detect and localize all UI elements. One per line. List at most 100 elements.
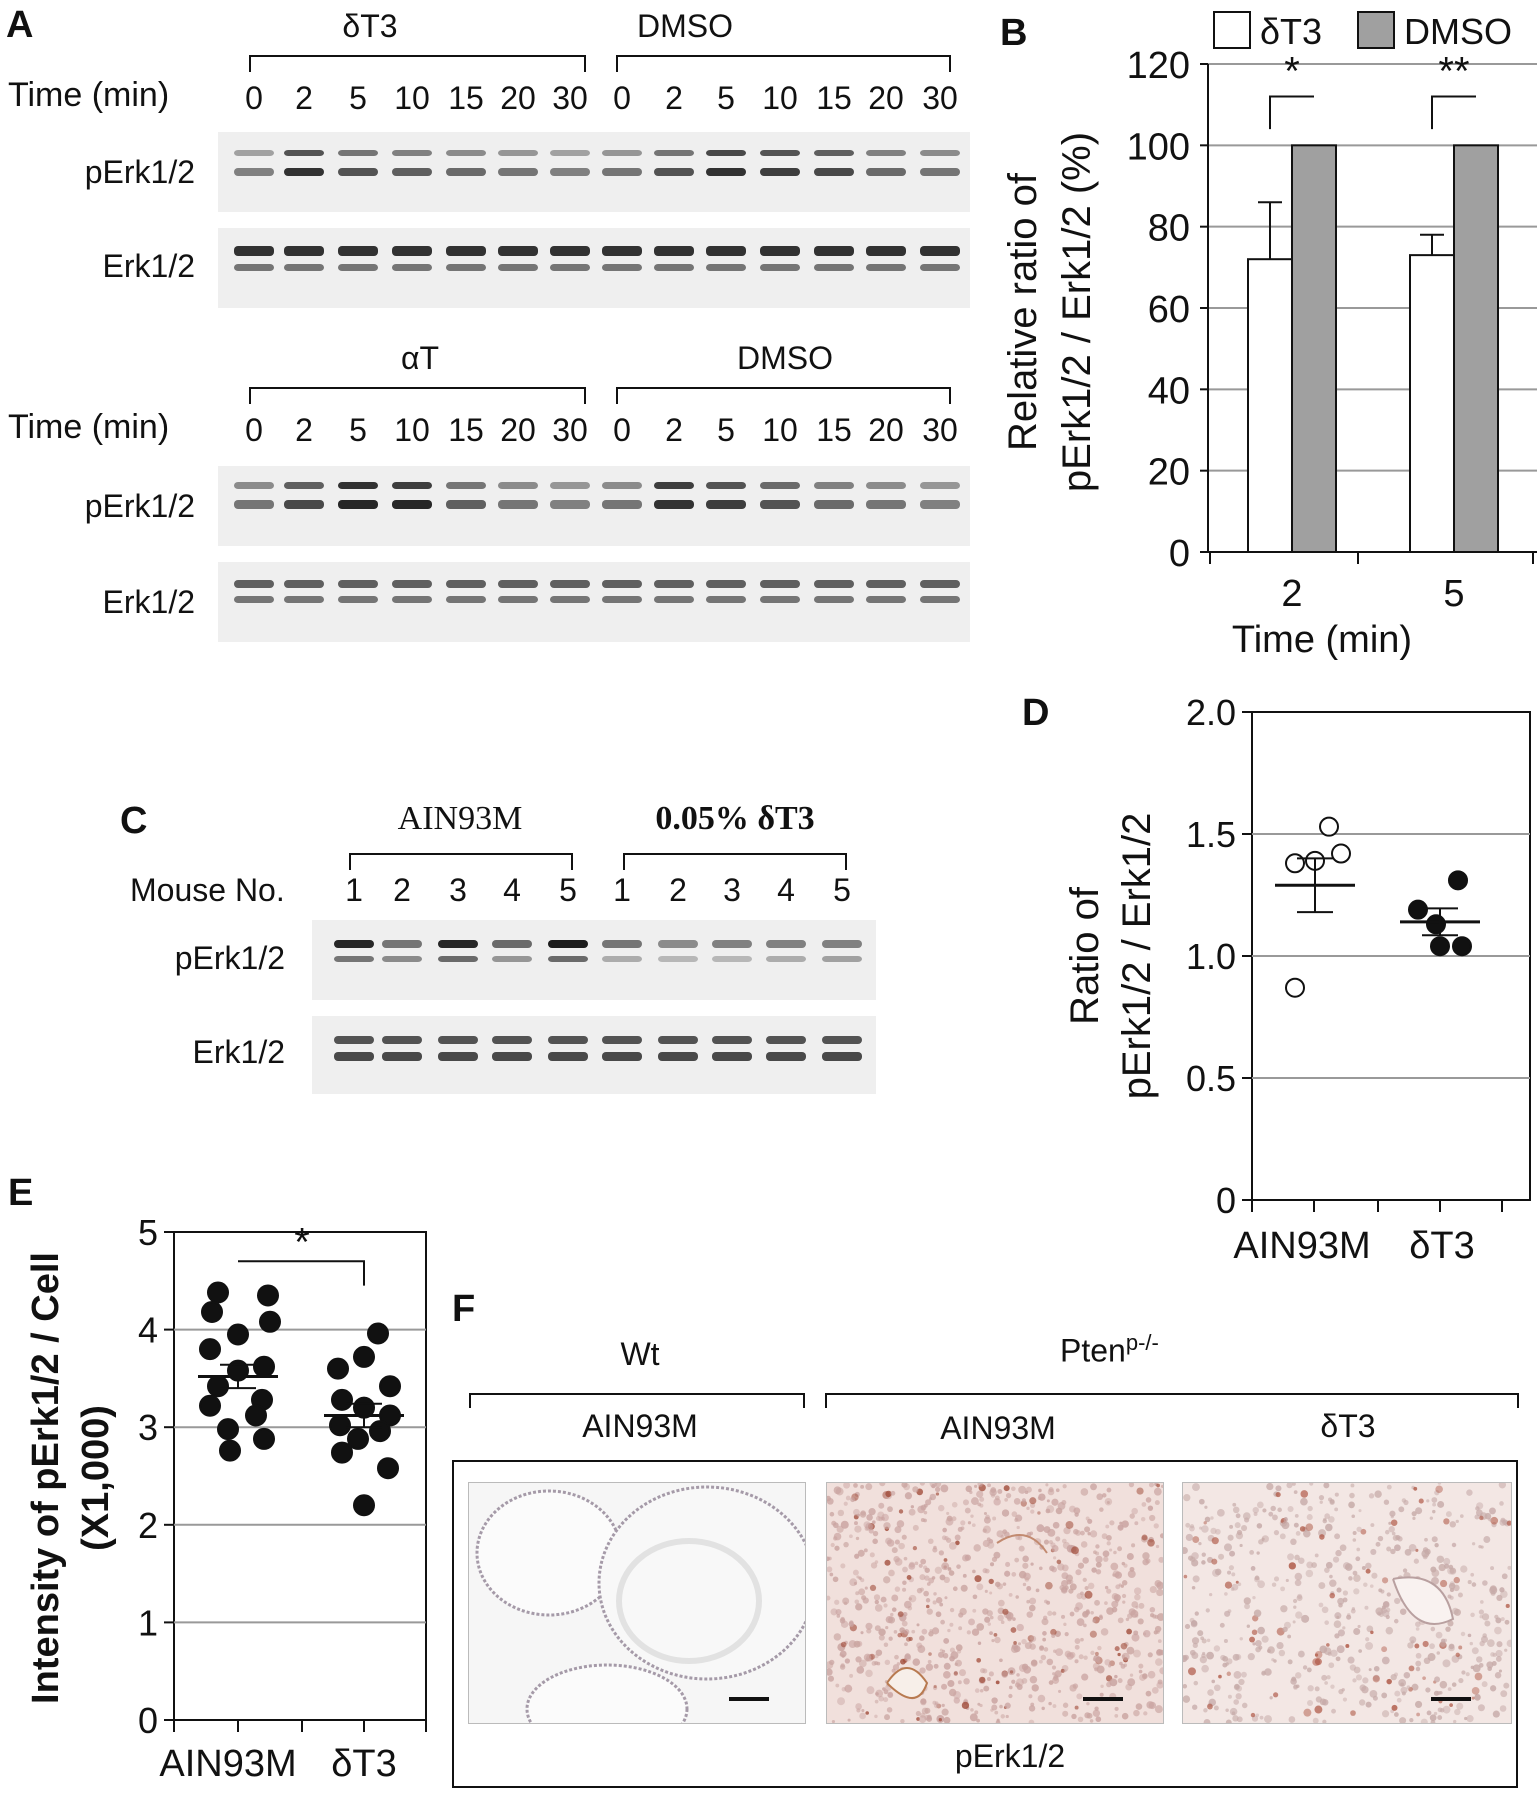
histo3-cell [1232, 1653, 1240, 1661]
histo2-cell [908, 1597, 912, 1601]
histo3-cell [1411, 1511, 1417, 1517]
histo2-cell [1005, 1714, 1009, 1719]
panelf-pten-dt3-tissue [1183, 1483, 1511, 1723]
histo3-cell [1314, 1650, 1323, 1659]
histo3-cell [1386, 1592, 1391, 1597]
histo2-cell [1127, 1678, 1136, 1687]
histo2-cell [1109, 1520, 1115, 1526]
histo3-cell [1471, 1647, 1479, 1655]
histo3-cell [1268, 1511, 1274, 1517]
histo2-cell [977, 1502, 982, 1507]
blot1-perk-band [392, 168, 432, 176]
panelc-perk-band [602, 940, 642, 948]
histo2-cell [1048, 1487, 1054, 1493]
histo3-cell [1306, 1514, 1313, 1521]
histo3-cell [1211, 1558, 1218, 1565]
histo3-cell [1471, 1542, 1476, 1546]
histo2-cell [1043, 1539, 1050, 1545]
histo2-cell [982, 1539, 990, 1548]
histo2-cell [885, 1626, 889, 1630]
histo3-cell [1388, 1526, 1395, 1533]
histo2-cell [1014, 1557, 1020, 1563]
histo2-cell [1157, 1639, 1162, 1644]
histo2-cell [1133, 1587, 1142, 1595]
histo2-cell [948, 1542, 957, 1550]
histo3-cell [1430, 1566, 1437, 1573]
histo3-cell [1434, 1676, 1441, 1683]
histo2-cell [864, 1586, 868, 1590]
histo2-cell [1147, 1670, 1156, 1679]
histo3-cell [1495, 1656, 1502, 1662]
histo2-cell [1147, 1538, 1155, 1547]
histo3-cell [1292, 1598, 1298, 1604]
histo2-cell [1115, 1584, 1121, 1590]
histo2-cell [1120, 1663, 1126, 1669]
blot1-perk-band [498, 168, 538, 176]
histo3-cell [1469, 1641, 1473, 1646]
panelf-wt-tissue [469, 1483, 805, 1723]
panelc-erk-band [438, 1036, 478, 1044]
panele-ytick-label: 0 [138, 1700, 158, 1741]
histo3-cell [1235, 1693, 1242, 1700]
panelc-mouse-number-4: 5 [559, 872, 577, 908]
histo3-cell [1276, 1641, 1284, 1650]
histo2-cell [934, 1566, 943, 1574]
blot2-perk-band [760, 482, 800, 489]
histo3-cell [1377, 1535, 1384, 1542]
histo3-cell [1380, 1607, 1387, 1614]
blot2-row-erk: Erk1/2 [102, 584, 195, 620]
histo3-cell [1347, 1656, 1355, 1664]
histo2-cell [935, 1492, 940, 1496]
histo2-cell [997, 1488, 1003, 1494]
histo3-cell [1261, 1635, 1269, 1643]
histo2-cell [1052, 1521, 1060, 1529]
histo2-cell [869, 1584, 877, 1592]
histo3-cell [1261, 1535, 1269, 1543]
blot2-erk-band [498, 580, 538, 588]
histo2-cell [1104, 1497, 1113, 1506]
histo2-cell [827, 1675, 835, 1682]
histo3-cell [1279, 1533, 1286, 1540]
histo2-cell [1022, 1582, 1027, 1587]
histo2-cell [912, 1658, 921, 1666]
histo3-cell [1206, 1638, 1211, 1643]
histo2-cell [940, 1619, 945, 1625]
histo2-cell [1114, 1706, 1119, 1711]
histo2-cell [827, 1595, 831, 1601]
histo3-cell [1470, 1612, 1475, 1618]
panelc-perk-band [658, 940, 698, 948]
histo2-cell [1128, 1483, 1135, 1488]
histo3-cell [1233, 1670, 1242, 1679]
histo3-cell [1256, 1551, 1260, 1555]
blot2-perk-band [866, 500, 906, 509]
histo2-cell [943, 1662, 951, 1670]
histo2-cell [1156, 1483, 1160, 1488]
blot1-group-brackets [249, 55, 951, 72]
histo2-cell [1121, 1712, 1129, 1720]
histo2-cell [1131, 1507, 1138, 1515]
histo2-cell [935, 1597, 943, 1604]
histo2-cell [942, 1527, 947, 1533]
histo2-cell [1026, 1599, 1030, 1604]
histo2-cell [1142, 1552, 1150, 1560]
histo2-cell [1041, 1618, 1049, 1626]
histo3-cell [1302, 1665, 1308, 1670]
histo2-cell [984, 1616, 991, 1623]
histo3-cell [1269, 1696, 1273, 1700]
histo2-cell [973, 1544, 981, 1552]
histo2-cell [844, 1684, 853, 1693]
histo3-cell [1496, 1641, 1503, 1648]
histo3-cell [1236, 1716, 1243, 1723]
histo3-cell [1252, 1642, 1256, 1646]
histo2-cell [1084, 1526, 1091, 1533]
blot2-time-point-5: 20 [500, 412, 536, 448]
histo2-cell [979, 1689, 984, 1693]
histo3-cell [1211, 1679, 1216, 1684]
blot2-perk-band [760, 500, 800, 509]
paneld-data-point [1452, 936, 1472, 957]
histo3-cell [1225, 1719, 1232, 1723]
histo3-cell [1192, 1704, 1198, 1710]
histo2-cell [1077, 1716, 1084, 1723]
histo2-cell [1117, 1678, 1123, 1684]
histo2-cell [929, 1493, 937, 1501]
